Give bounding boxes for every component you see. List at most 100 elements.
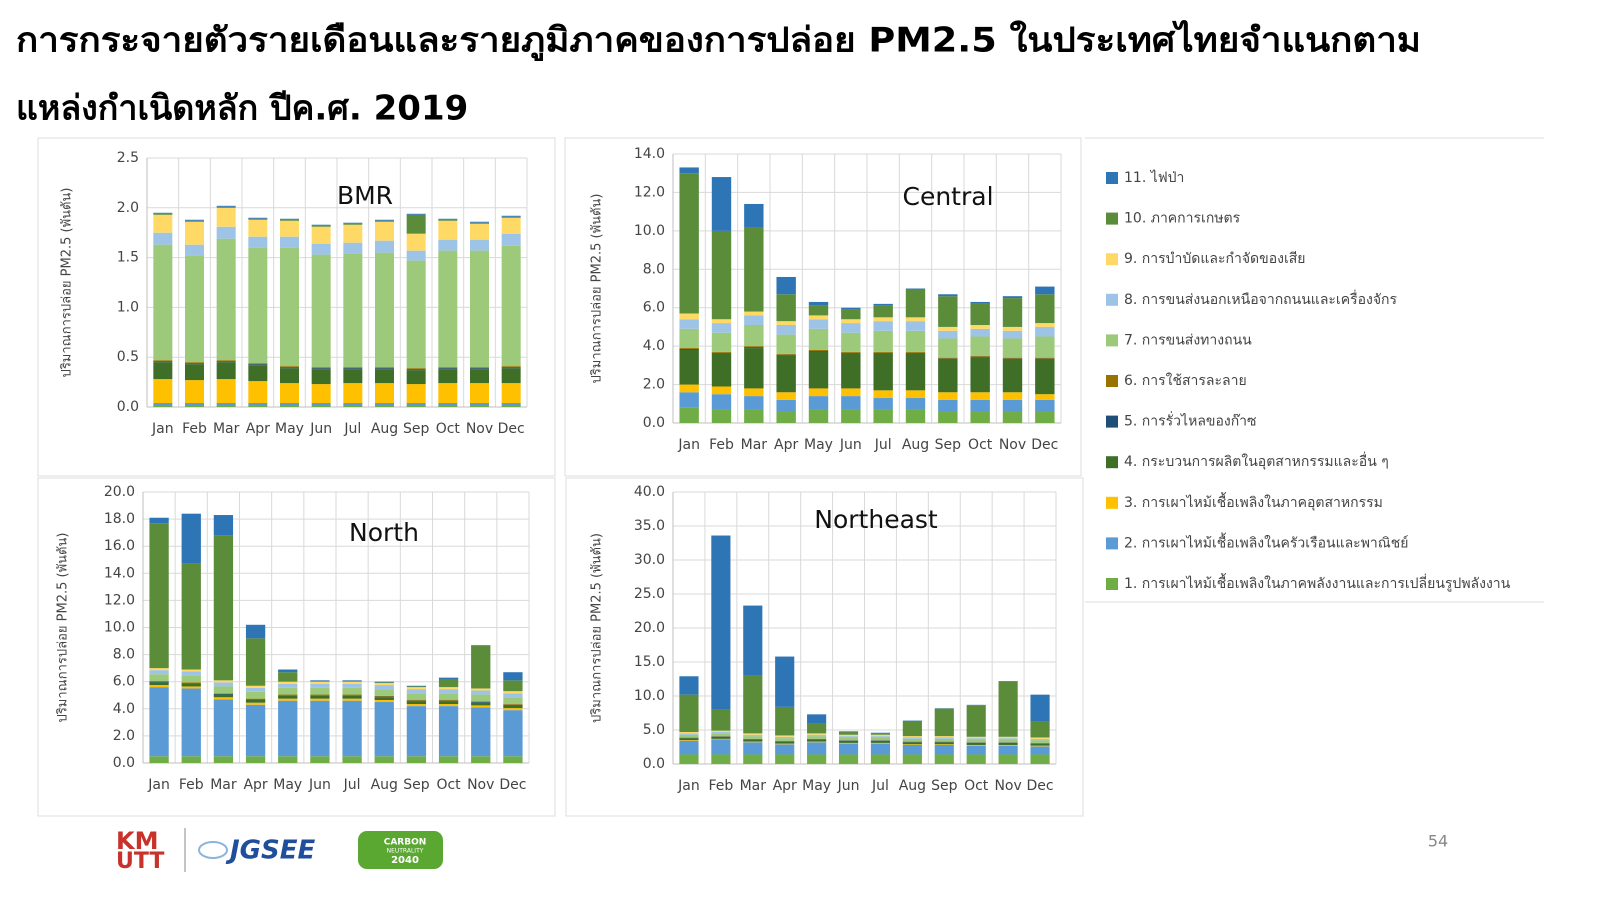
- bar-segment: [470, 405, 489, 407]
- bar-segment: [214, 697, 233, 699]
- bar-segment: [873, 331, 892, 352]
- x-tick-label: Jul: [343, 777, 361, 793]
- x-tick-label: Aug: [371, 421, 398, 437]
- x-tick-label: Jan: [147, 777, 170, 793]
- bar-segment: [438, 221, 457, 240]
- legend-swatch: [1106, 172, 1118, 184]
- bar-segment: [938, 411, 957, 423]
- bar-segment: [407, 686, 426, 687]
- bar-segment: [775, 742, 794, 744]
- bar-segment: [999, 743, 1018, 745]
- bar-segment: [503, 697, 522, 704]
- bar-segment: [470, 251, 489, 368]
- y-tick-label: 5.0: [643, 722, 665, 738]
- bar-segment: [342, 680, 361, 681]
- y-tick-label: 18.0: [104, 511, 135, 527]
- bar-segment: [153, 379, 172, 403]
- bar-segment: [743, 736, 762, 739]
- legend-swatch: [1106, 537, 1118, 549]
- bar-segment: [906, 398, 925, 410]
- bar-segment: [935, 754, 954, 764]
- bar-segment: [711, 732, 730, 733]
- bar-segment: [343, 369, 362, 383]
- bar-segment: [185, 380, 204, 403]
- bar-segment: [217, 208, 236, 227]
- bar-segment: [776, 354, 795, 355]
- y-axis-label: ปริมาณการปล่อย PM2.5 (พันตัน): [590, 533, 605, 723]
- bar-segment: [153, 245, 172, 361]
- bar-segment: [903, 742, 922, 744]
- bar-segment: [185, 363, 204, 364]
- bar-segment: [1003, 331, 1022, 339]
- bar-segment: [375, 685, 394, 689]
- bar-segment: [1030, 744, 1049, 746]
- bar-segment: [503, 691, 522, 693]
- bar-segment: [502, 368, 521, 383]
- bar-segment: [712, 333, 731, 352]
- bar-segment: [1035, 327, 1054, 337]
- bar-segment: [873, 317, 892, 321]
- bar-segment: [438, 405, 457, 407]
- bar-segment: [873, 304, 892, 306]
- x-tick-label: Sep: [403, 421, 430, 437]
- bar-segment: [999, 738, 1018, 739]
- legend-label: 10. ภาคการเกษตร: [1124, 211, 1241, 227]
- x-tick-label: Sep: [403, 777, 430, 793]
- x-tick-label: Jul: [343, 421, 361, 437]
- bar-segment: [1035, 360, 1054, 395]
- y-tick-label: 6.0: [113, 674, 135, 690]
- bar-segment: [967, 740, 986, 743]
- bar-segment: [407, 700, 426, 701]
- bar-segment: [407, 405, 426, 407]
- bar-segment: [935, 739, 954, 742]
- bar-segment: [1035, 394, 1054, 400]
- bar-segment: [153, 360, 172, 361]
- bar-segment: [439, 706, 458, 756]
- bar-segment: [149, 668, 168, 670]
- bar-segment: [503, 680, 522, 691]
- bar-segment: [935, 745, 954, 755]
- bar-segment: [873, 398, 892, 410]
- bar-segment: [375, 697, 394, 698]
- bar-segment: [1035, 400, 1054, 412]
- bar-segment: [712, 231, 731, 319]
- bar-segment: [743, 735, 762, 736]
- bar-segment: [807, 724, 826, 734]
- bar-segment: [807, 742, 826, 754]
- bar-segment: [438, 219, 457, 220]
- bar-segment: [807, 740, 826, 742]
- bar-segment: [312, 255, 331, 368]
- bar-segment: [246, 700, 265, 703]
- bar-segment: [776, 411, 795, 423]
- bar-segment: [970, 356, 989, 357]
- bar-segment: [470, 224, 489, 240]
- bar-segment: [712, 353, 731, 354]
- bar-segment: [503, 705, 522, 706]
- bar-segment: [343, 243, 362, 254]
- bar-segment: [342, 695, 361, 696]
- bar-segment: [182, 682, 201, 683]
- bar-segment: [182, 683, 201, 684]
- bar-segment: [1030, 746, 1049, 754]
- bar-segment: [343, 225, 362, 243]
- bar-segment: [153, 233, 172, 245]
- bar-segment: [744, 410, 763, 423]
- logo-text: NEUTRALITY: [387, 848, 424, 855]
- y-tick-label: 15.0: [634, 654, 665, 670]
- bar-segment: [841, 354, 860, 389]
- bar-segment: [839, 743, 858, 744]
- bar-segment: [278, 701, 297, 757]
- bar-segment: [182, 756, 201, 763]
- bar-segment: [1035, 294, 1054, 323]
- bar-segment: [246, 703, 265, 705]
- bar-segment: [312, 405, 331, 407]
- bar-segment: [438, 368, 457, 369]
- bar-segment: [185, 220, 204, 221]
- bar-segment: [809, 319, 828, 329]
- bar-segment: [744, 315, 763, 325]
- bar-segment: [938, 358, 957, 359]
- bar-segment: [312, 368, 331, 369]
- bar-segment: [280, 383, 299, 403]
- bar-segment: [310, 681, 329, 682]
- bar-segment: [841, 388, 860, 396]
